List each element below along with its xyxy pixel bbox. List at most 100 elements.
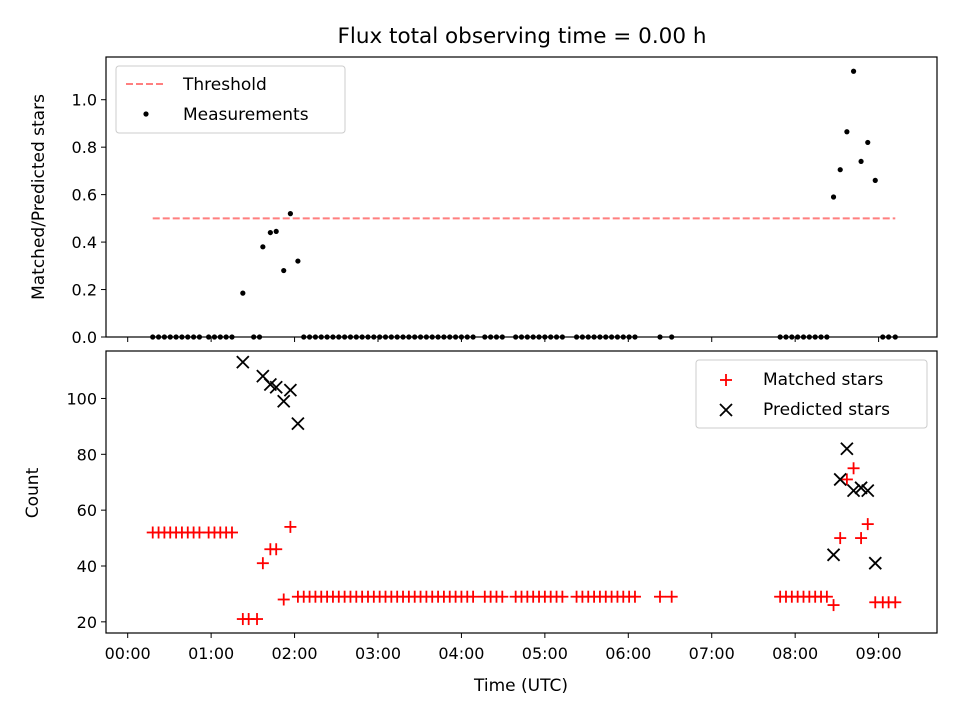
matched-star-point [827, 599, 840, 612]
predicted-star-point [861, 483, 875, 498]
measurement-point [267, 229, 273, 236]
matched-star-point [861, 518, 874, 531]
predicted-star-point [277, 394, 291, 408]
x-axis-label: Time (UTC) [473, 676, 568, 696]
bottom-panel: 20 40 60 80 100 00:00 01:00 02:00 03:00 04:00 05:0… [23, 350, 938, 696]
predicted-legend-label: Predicted stars [763, 400, 890, 420]
bottom-x-tick-label: 04:00 [438, 644, 484, 663]
measurement-point [281, 267, 287, 274]
bottom-y-tick-label: 20 [77, 613, 97, 632]
bottom-x-tick-label: 01:00 [188, 644, 234, 663]
predicted-star-point [868, 556, 882, 570]
matched-star-point [256, 557, 269, 570]
top-y-tick-label: 0.4 [72, 233, 97, 252]
bottom-x-tick-label: 02:00 [272, 644, 318, 663]
threshold-legend-label: Threshold [182, 75, 267, 95]
bottom-plot-area [146, 355, 902, 626]
top-y-tick-label: 1.0 [72, 91, 97, 110]
bottom-x-tick-label: 03:00 [355, 644, 401, 663]
bottom-x-tick-label: 08:00 [772, 644, 818, 663]
matched-star-point [270, 543, 283, 556]
predicted-star-stroke-b [283, 383, 298, 397]
measurement-point [865, 139, 871, 146]
measurement-point [240, 290, 246, 296]
top-y-tick-label: 0.2 [72, 281, 97, 300]
predicted-legend-swatch [719, 403, 733, 417]
matched-legend-swatch [720, 374, 732, 386]
bottom-y-tick-label: 100 [66, 389, 97, 408]
predicted-star-stroke-b [826, 548, 841, 562]
matched-star-point [496, 590, 509, 603]
predicted-star-point [283, 383, 298, 397]
predicted-star-point [269, 380, 283, 394]
predicted-star-stroke-b [861, 483, 875, 498]
predicted-star-stroke-b [256, 369, 270, 383]
measurement-point [273, 228, 279, 235]
matched-star-point [820, 590, 833, 603]
predicted-star-stroke-b [263, 377, 278, 392]
predicted-star-stroke-b [236, 355, 250, 369]
bottom-axes-frame [105, 350, 938, 634]
bottom-x-tick-label: 00:00 [105, 644, 151, 663]
matched-star-point [251, 613, 264, 626]
top-axes: 0.0 0.2 0.4 0.6 0.8 1.0 [72, 91, 880, 347]
measurement-point [850, 68, 857, 74]
matched-star-point [840, 473, 853, 486]
measurement-point [872, 177, 878, 183]
predicted-star-point [826, 548, 841, 562]
top-axes-frame [105, 56, 938, 338]
measurement-point [844, 129, 850, 135]
matched-star-point [847, 462, 860, 475]
matched-star-point [834, 532, 847, 545]
top-legend: Threshold Measurements [115, 65, 346, 134]
top-panel: 0.0 0.2 0.4 0.6 0.8 1.0 Matched/Predicted sta… [29, 56, 938, 347]
measurements-legend-swatch [143, 111, 149, 117]
matched-star-point [654, 590, 666, 603]
measurements-legend-label: Measurements [183, 105, 309, 125]
top-y-tick-label: 0.6 [72, 186, 97, 205]
matched-star-point [467, 590, 480, 603]
bottom-y-tick-label: 40 [77, 557, 97, 576]
bottom-x-tick-label: 07:00 [689, 644, 735, 663]
matched-star-point [889, 596, 902, 609]
measurement-point [287, 211, 293, 217]
predicted-star-point [236, 355, 250, 369]
matched-star-point [556, 590, 569, 603]
bottom-x-tick-label: 06:00 [605, 644, 651, 663]
bottom-x-tick-label: 05:00 [522, 644, 568, 663]
predicted-star-stroke-b [277, 394, 291, 408]
top-legend-box [115, 65, 346, 134]
measurement-point [858, 158, 864, 165]
bottom-y-tick-label: 80 [77, 445, 97, 464]
bottom-legend-box [695, 359, 928, 429]
predicted-star-point [846, 483, 861, 498]
matched-star-point [855, 532, 868, 545]
predicted-star-point [854, 481, 868, 495]
matched-star-point [277, 593, 290, 606]
bottom-y-axis-label: Count [23, 467, 43, 518]
top-plot-area [150, 68, 898, 340]
predicted-star-stroke-b [833, 472, 847, 487]
matched-star-point [225, 526, 238, 539]
top-y-tick-label: 0.8 [72, 138, 97, 157]
matched-star-point [665, 590, 678, 603]
measurement-point [260, 244, 266, 250]
predicted-star-stroke-b [269, 380, 283, 394]
top-y-tick-label: 0.0 [72, 328, 97, 347]
bottom-y-tick-label: 60 [77, 501, 97, 520]
matched-star-point [628, 590, 641, 603]
predicted-star-stroke-b [854, 481, 868, 495]
predicted-star-stroke-b [846, 483, 861, 498]
predicted-star-point [291, 416, 305, 431]
measurement-point [830, 194, 837, 200]
predicted-star-point [833, 472, 847, 487]
predicted-star-stroke-b [291, 416, 305, 431]
top-y-axis-label: Matched/Predicted stars [29, 94, 49, 300]
bottom-x-tick-label: 09:00 [856, 644, 902, 663]
matched-legend-label: Matched stars [763, 370, 883, 390]
top-chart-title: Flux total observing time = 0.00 h [338, 24, 707, 49]
bottom-axes: 20 40 60 80 100 00:00 01:00 02:00 03:00 04:00 05:0… [66, 389, 901, 663]
predicted-star-stroke-b [868, 556, 882, 570]
predicted-star-point [840, 442, 854, 456]
